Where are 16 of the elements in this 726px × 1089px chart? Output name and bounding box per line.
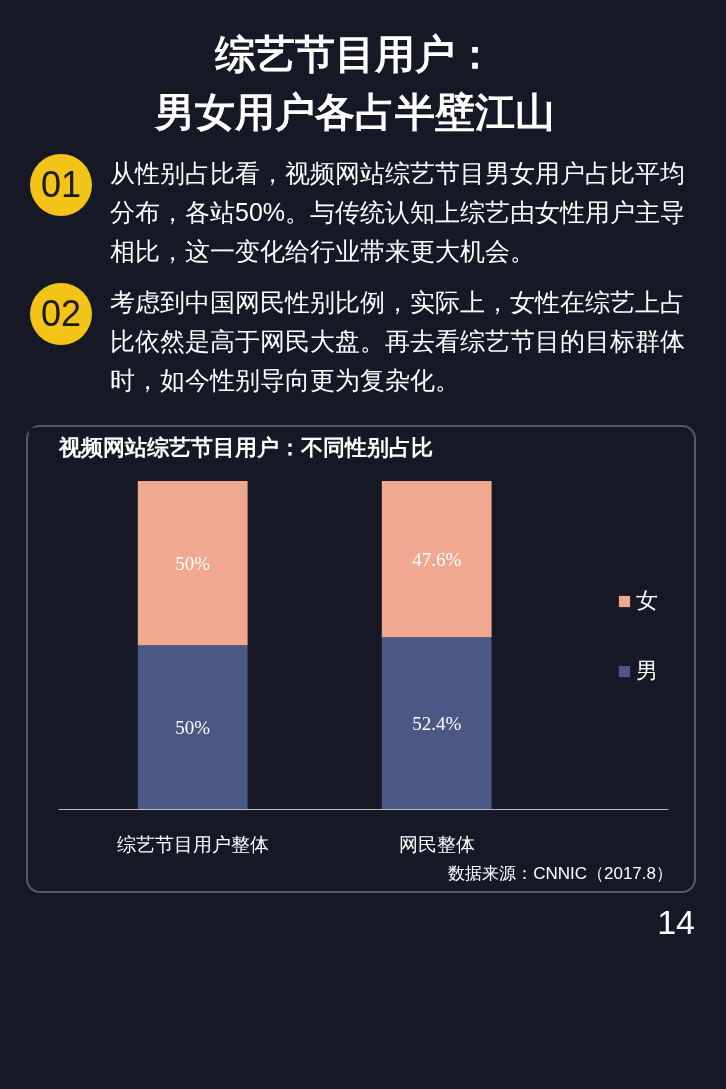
legend-label: 女 [636,587,658,615]
data-label: 52.4% [412,712,462,734]
data-label: 50% [175,552,211,574]
data-label: 47.6% [412,548,462,570]
text: 考虑到中国网民性别比例，实际上，女性在综艺上占比依然是高于网民大盘。再去看综艺节目的目标群体时，如今性别导向更为复杂化。 [110,287,686,396]
data-label: 50% [175,716,211,738]
text: 14 [657,901,695,943]
text: 01 [30,154,92,216]
chart-subtitle: 视频网站综艺节目用户：不同性别占比 [57,434,433,459]
x-tick-label: 网民整体 [398,833,475,854]
chart-title: 综艺节目用户：男女用户各占半壁江山 [155,31,555,136]
x-tick-label: 综艺节目用户整体 [116,833,269,854]
text: 02 [30,283,92,346]
source-note: 数据来源：CNNIC（2017.8） [448,862,673,885]
legend-label: 男 [636,657,658,685]
text: 从性别占比看，视频网站综艺节目男女用户占比平均分布，各站50%。与传统认知上综艺由女性用户主导相比，这一变化给行业带来更大机会。 [110,158,687,267]
